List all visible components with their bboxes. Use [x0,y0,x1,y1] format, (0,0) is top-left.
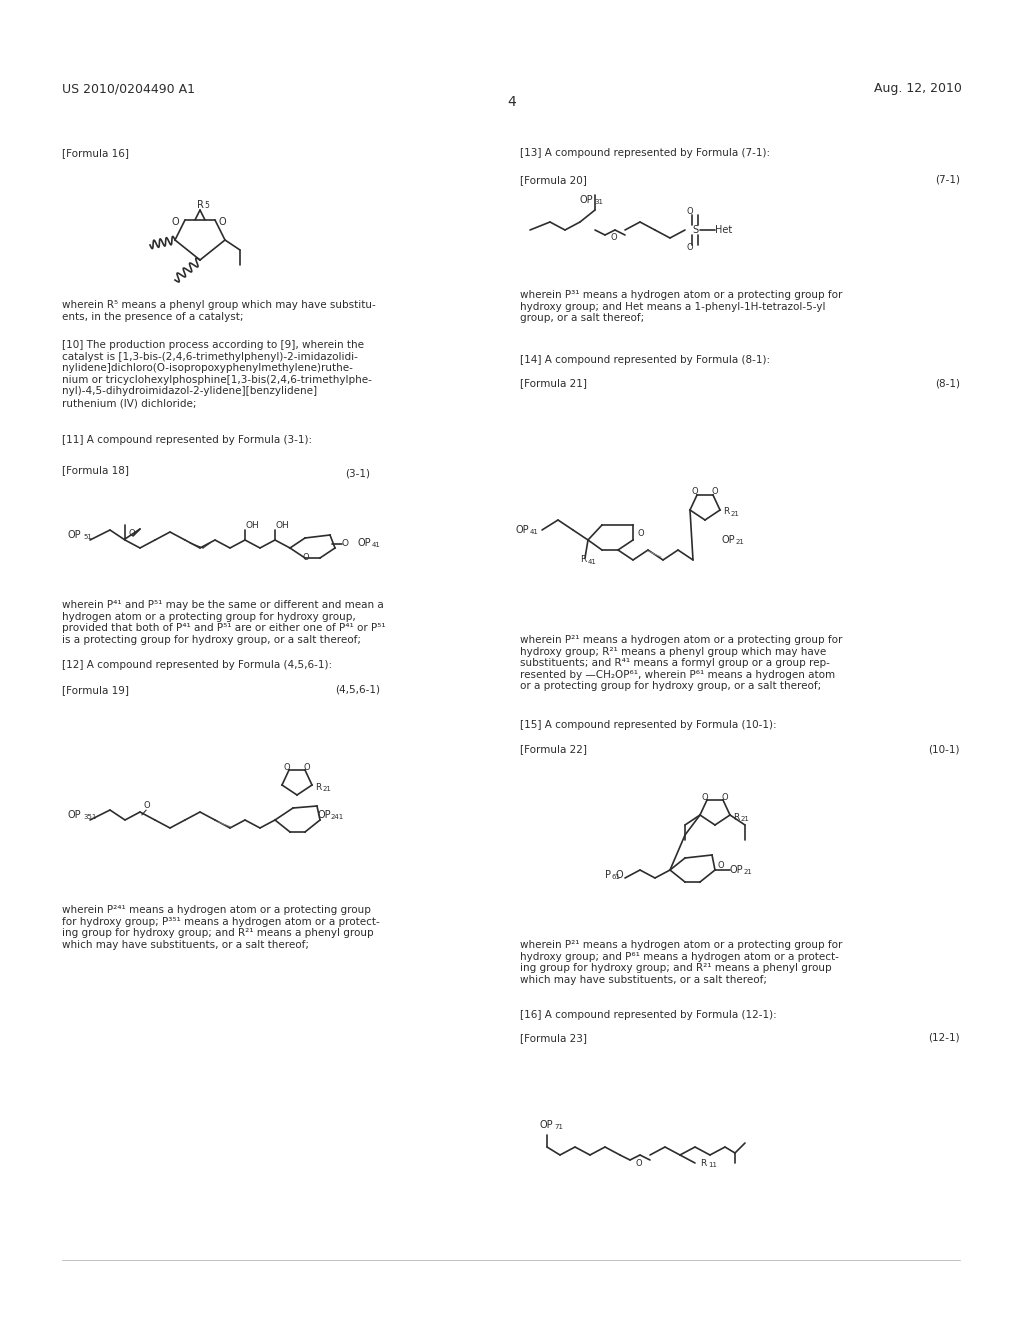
Text: 41: 41 [530,529,539,535]
Text: O: O [129,529,135,539]
Text: wherein P³¹ means a hydrogen atom or a protecting group for
hydroxy group; and H: wherein P³¹ means a hydrogen atom or a p… [520,290,843,323]
Text: O: O [284,763,291,771]
Text: 71: 71 [554,1125,563,1130]
Text: O: O [610,232,617,242]
Text: wherein R⁵ means a phenyl group which may have substitu-
ents, in the presence o: wherein R⁵ means a phenyl group which ma… [62,300,376,322]
Text: 41: 41 [372,543,381,548]
Text: [Formula 19]: [Formula 19] [62,685,129,696]
Text: O: O [636,1159,642,1168]
Text: (3-1): (3-1) [345,469,370,478]
Text: O: O [718,861,725,870]
Text: O: O [342,539,349,548]
Text: 21: 21 [744,869,753,875]
Text: O: O [687,207,693,216]
Text: R: R [723,507,729,516]
Text: [Formula 18]: [Formula 18] [62,465,129,475]
Text: 21: 21 [323,785,332,792]
Text: 21: 21 [731,511,740,517]
Text: O: O [701,792,709,801]
Text: 31: 31 [594,199,603,205]
Text: [10] The production process according to [9], wherein the
catalyst is [1,3-bis-(: [10] The production process according to… [62,341,372,408]
Text: O: O [143,801,151,810]
Text: OP: OP [540,1119,554,1130]
Text: O: O [722,792,728,801]
Text: [Formula 22]: [Formula 22] [520,744,587,754]
Text: OP: OP [722,535,735,545]
Text: [Formula 23]: [Formula 23] [520,1034,587,1043]
Text: Het: Het [715,224,732,235]
Text: wherein P²⁴¹ means a hydrogen atom or a protecting group
for hydroxy group; P³⁵¹: wherein P²⁴¹ means a hydrogen atom or a … [62,906,380,950]
Text: O: O [303,553,309,562]
Text: O: O [304,763,310,771]
Text: O: O [171,216,179,227]
Text: OP: OP [68,531,82,540]
Text: wherein P⁴¹ and P⁵¹ may be the same or different and mean a
hydrogen atom or a p: wherein P⁴¹ and P⁵¹ may be the same or d… [62,601,386,644]
Text: (10-1): (10-1) [929,744,961,754]
Text: OP: OP [68,810,82,820]
Text: 11: 11 [708,1162,717,1168]
Text: OP: OP [358,539,372,548]
Text: O: O [712,487,718,496]
Text: OH: OH [275,520,289,529]
Text: [13] A compound represented by Formula (7-1):: [13] A compound represented by Formula (… [520,148,770,158]
Text: R: R [580,556,587,565]
Text: OP: OP [317,810,331,820]
Text: 41: 41 [588,558,597,565]
Text: [11] A compound represented by Formula (3-1):: [11] A compound represented by Formula (… [62,436,312,445]
Text: (4,5,6-1): (4,5,6-1) [335,685,380,696]
Text: [Formula 16]: [Formula 16] [62,148,129,158]
Text: 21: 21 [736,539,744,545]
Text: 5: 5 [204,201,209,210]
Text: OP: OP [580,195,594,205]
Text: (12-1): (12-1) [929,1034,961,1043]
Text: [Formula 20]: [Formula 20] [520,176,587,185]
Text: Aug. 12, 2010: Aug. 12, 2010 [874,82,962,95]
Text: O: O [687,243,693,252]
Text: R: R [733,813,739,821]
Text: 21: 21 [741,816,750,822]
Text: O: O [638,528,645,537]
Text: 61: 61 [612,874,621,880]
Text: 241: 241 [331,814,344,820]
Text: R: R [197,201,204,210]
Text: wherein P²¹ means a hydrogen atom or a protecting group for
hydroxy group; and P: wherein P²¹ means a hydrogen atom or a p… [520,940,843,985]
Text: O: O [691,487,698,496]
Text: R: R [315,783,322,792]
Text: OP: OP [730,865,743,875]
Text: 51: 51 [83,535,92,540]
Text: O: O [218,216,226,227]
Text: R: R [700,1159,707,1167]
Text: (7-1): (7-1) [935,176,961,185]
Text: [Formula 21]: [Formula 21] [520,378,587,388]
Text: OH: OH [245,520,259,529]
Text: [12] A compound represented by Formula (4,5,6-1):: [12] A compound represented by Formula (… [62,660,332,671]
Text: P: P [605,870,611,880]
Text: US 2010/0204490 A1: US 2010/0204490 A1 [62,82,195,95]
Text: 351: 351 [83,814,96,820]
Text: (8-1): (8-1) [935,378,961,388]
Text: wherein P²¹ means a hydrogen atom or a protecting group for
hydroxy group; R²¹ m: wherein P²¹ means a hydrogen atom or a p… [520,635,843,692]
Text: [14] A compound represented by Formula (8-1):: [14] A compound represented by Formula (… [520,355,770,366]
Text: [15] A compound represented by Formula (10-1):: [15] A compound represented by Formula (… [520,719,776,730]
Text: S: S [692,224,698,235]
Text: O: O [616,870,624,880]
Text: OP: OP [515,525,528,535]
Text: 4: 4 [508,95,516,110]
Text: [16] A compound represented by Formula (12-1):: [16] A compound represented by Formula (… [520,1010,777,1020]
